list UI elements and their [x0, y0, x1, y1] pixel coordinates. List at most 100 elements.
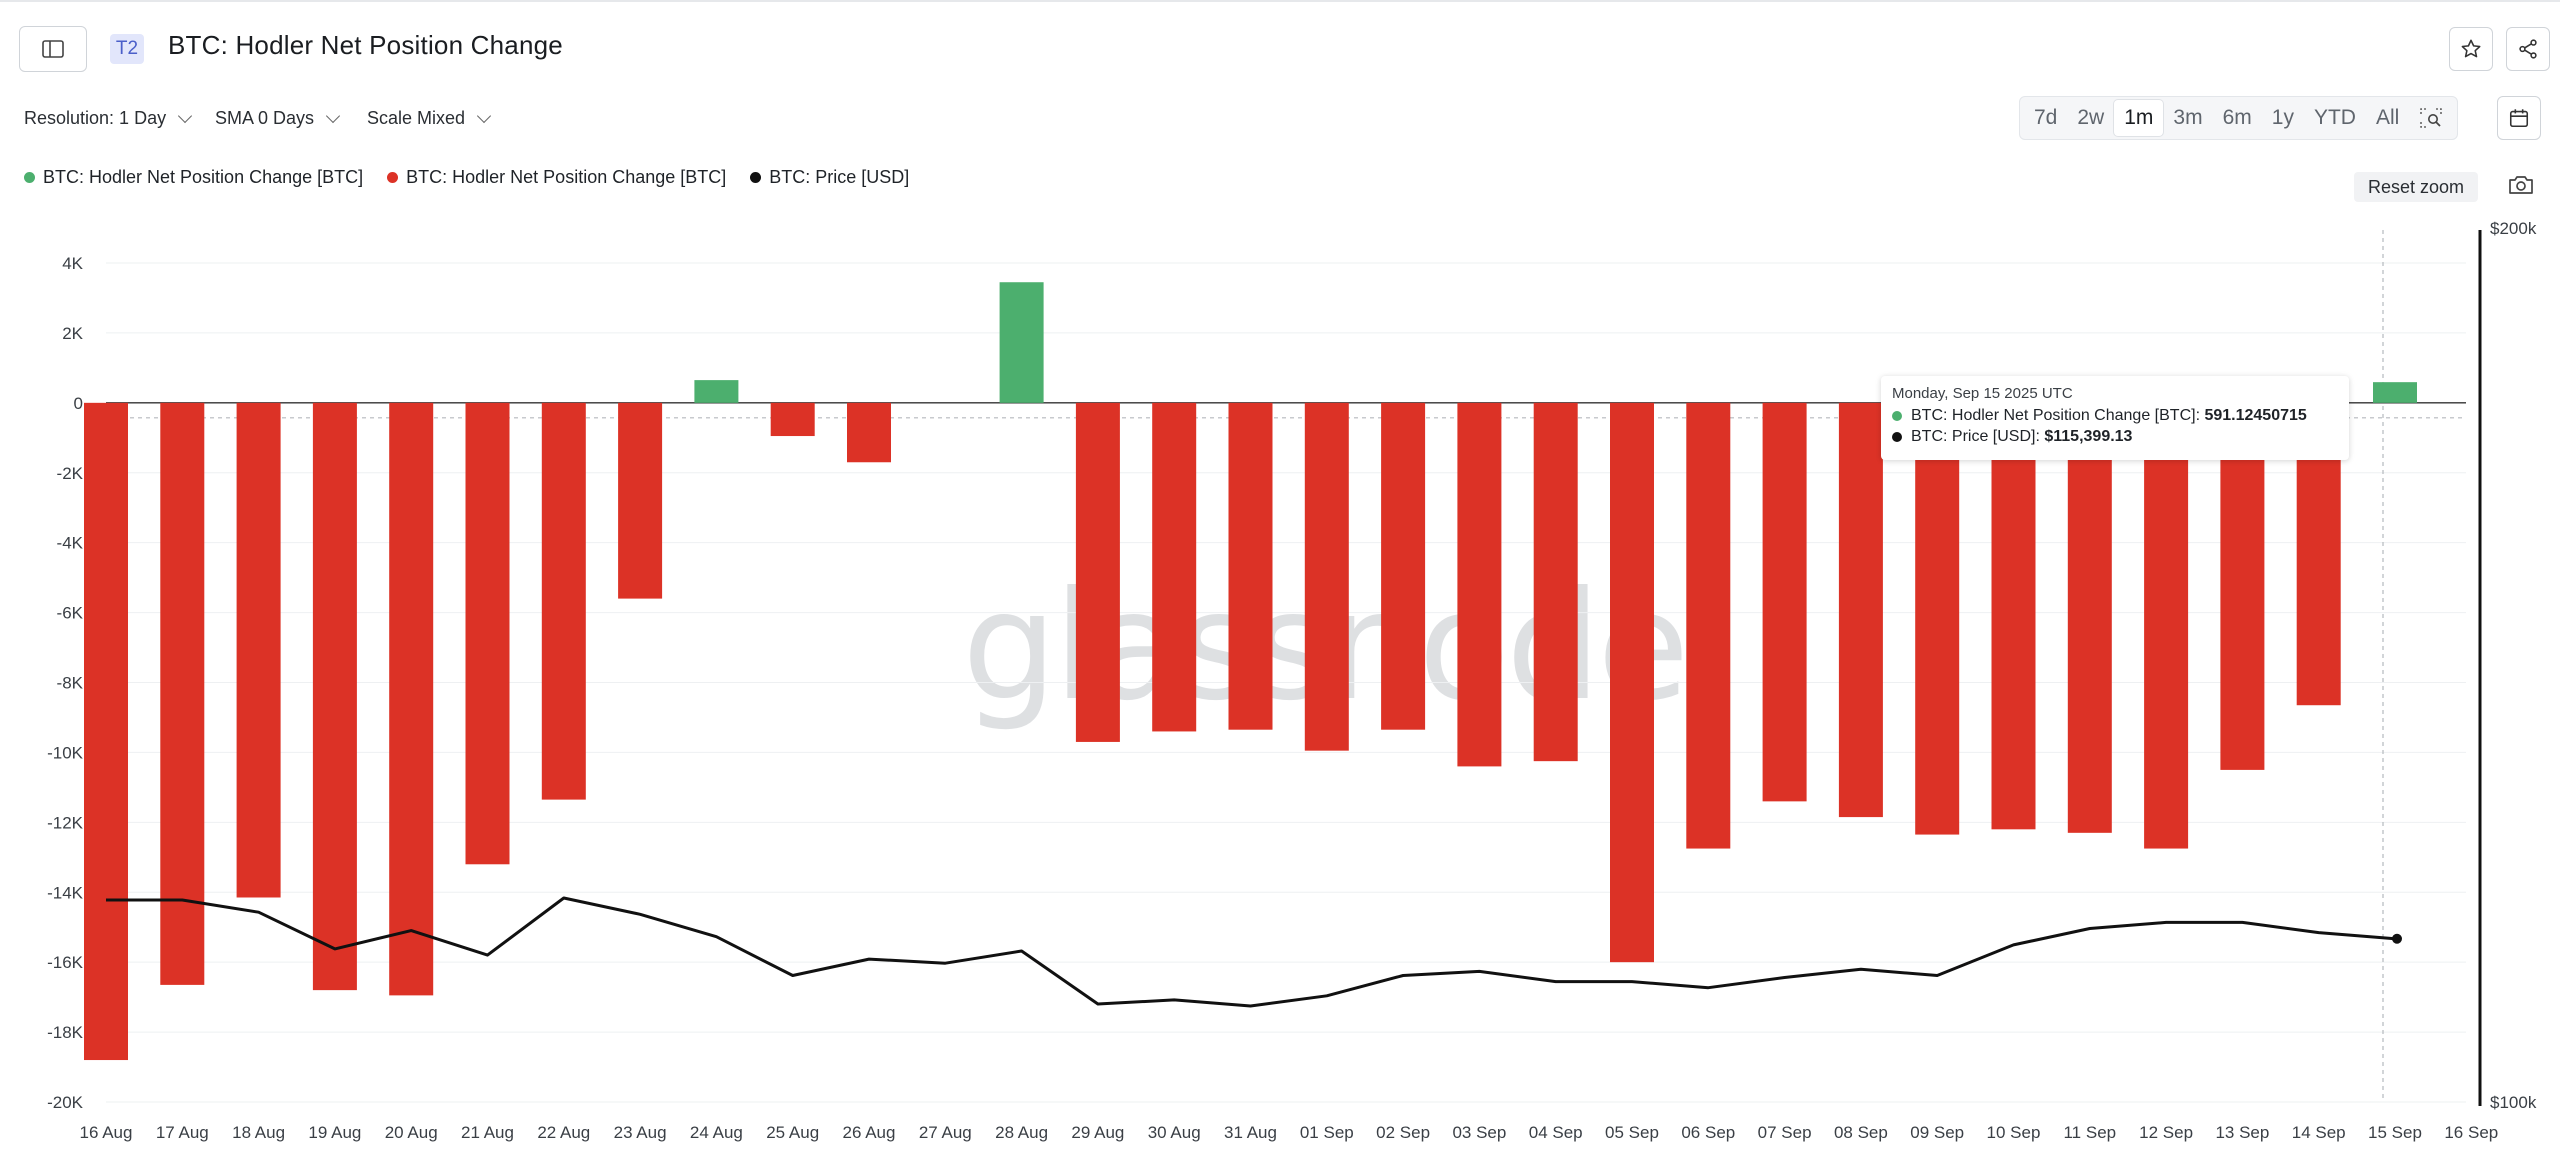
bar: [2067, 402, 2112, 833]
y-tick-label: -18K: [47, 1023, 84, 1042]
share-button[interactable]: [2506, 27, 2550, 71]
tooltip-value: $115,399.13: [2044, 428, 2133, 445]
tooltip-date: Monday, Sep 15 2025 UTC: [1892, 385, 2073, 402]
y-tick-label: -4K: [57, 534, 84, 553]
x-tick-label: 18 Aug: [232, 1123, 285, 1142]
range-1m-button[interactable]: 1m: [2114, 100, 2164, 136]
time-range-selector: 7d 2w 1m 3m 6m 1y YTD All: [2019, 96, 2459, 140]
bar: [618, 402, 663, 599]
scale-dropdown[interactable]: Scale Mixed: [367, 108, 492, 129]
legend-dot-green: [24, 172, 35, 183]
x-tick-label: 30 Aug: [1148, 1123, 1201, 1142]
bar: [1686, 402, 1731, 849]
y-tick-label: -6K: [57, 604, 84, 623]
range-3m-button[interactable]: 3m: [2173, 106, 2203, 129]
x-tick-label: 24 Aug: [690, 1123, 743, 1142]
bar: [1457, 402, 1502, 767]
legend-item-negative[interactable]: BTC: Hodler Net Position Change [BTC]: [387, 167, 726, 188]
sidebar-icon: [42, 40, 64, 58]
bar: [847, 402, 891, 463]
x-tick-label: 10 Sep: [1987, 1123, 2041, 1142]
legend-dot-black: [750, 172, 762, 183]
bar: [465, 402, 510, 865]
resolution-dropdown[interactable]: Resolution: 1 Day: [24, 108, 193, 129]
page-title: BTC: Hodler Net Position Change: [168, 30, 563, 60]
x-tick-label: 26 Aug: [843, 1123, 896, 1142]
bar: [1915, 402, 1960, 835]
calendar-button[interactable]: [2497, 96, 2541, 140]
tooltip-value: 591.12450715: [2204, 407, 2307, 424]
bar: [2373, 382, 2417, 403]
x-tick-label: 16 Aug: [80, 1123, 133, 1142]
bar: [312, 402, 357, 991]
x-tick-label: 28 Aug: [995, 1123, 1048, 1142]
bar: [999, 282, 1044, 403]
bar: [1381, 402, 1426, 730]
tier-badge: T2: [110, 34, 144, 64]
bar: [1075, 402, 1120, 742]
legend-dot-red: [387, 172, 399, 183]
x-tick-label: 12 Sep: [2139, 1123, 2193, 1142]
sidebar-toggle-button[interactable]: [19, 26, 87, 72]
custom-range-button[interactable]: [2409, 100, 2453, 136]
bar: [1304, 402, 1349, 751]
y-tick-label: 4K: [62, 254, 83, 273]
range-ytd-button[interactable]: YTD: [2313, 106, 2356, 129]
price-point-marker: [2392, 933, 2402, 944]
tooltip-row-position: BTC: Hodler Net Position Change [BTC]: 5…: [1892, 407, 2338, 425]
bar: [1838, 402, 1883, 818]
bar: [2144, 402, 2189, 849]
range-1y-button[interactable]: 1y: [2271, 106, 2294, 129]
x-tick-label: 29 Aug: [1071, 1123, 1124, 1142]
sma-dropdown[interactable]: SMA 0 Days: [215, 108, 341, 129]
x-tick-label: 14 Sep: [2292, 1123, 2346, 1142]
range-2w-button[interactable]: 2w: [2077, 106, 2105, 129]
favorite-button[interactable]: [2449, 27, 2493, 71]
x-tick-label: 25 Aug: [766, 1123, 819, 1142]
bar: [1991, 402, 2036, 830]
screenshot-button[interactable]: [2508, 174, 2534, 201]
range-7d-button[interactable]: 7d: [2034, 106, 2058, 129]
x-tick-label: 09 Sep: [1910, 1123, 1964, 1142]
x-tick-label: 02 Sep: [1376, 1123, 1430, 1142]
x-tick-label: 20 Aug: [385, 1123, 438, 1142]
chart-legend: BTC: Hodler Net Position Change [BTC] BT…: [24, 167, 909, 188]
calendar-icon: [2509, 109, 2529, 128]
y-tick-label: -10K: [47, 743, 84, 762]
bar: [1533, 402, 1578, 762]
x-tick-label: 17 Aug: [156, 1123, 209, 1142]
bar: [389, 402, 434, 996]
legend-item-positive[interactable]: BTC: Hodler Net Position Change [BTC]: [24, 167, 363, 188]
right-axis-label: $100k: [2490, 1093, 2537, 1112]
chart-tooltip: Monday, Sep 15 2025 UTC BTC: Hodler Net …: [1881, 376, 2349, 460]
x-tick-label: 21 Aug: [461, 1123, 514, 1142]
legend-item-price[interactable]: BTC: Price [USD]: [750, 167, 909, 188]
bar: [1762, 402, 1807, 802]
x-tick-label: 07 Sep: [1758, 1123, 1812, 1142]
reset-zoom-button[interactable]: Reset zoom: [2354, 172, 2478, 202]
x-tick-label: 04 Sep: [1529, 1123, 1583, 1142]
y-tick-label: -2K: [57, 464, 84, 483]
legend-label: BTC: Hodler Net Position Change [BTC]: [43, 167, 364, 187]
bar: [1610, 402, 1654, 963]
bar: [694, 380, 739, 403]
x-tick-label: 03 Sep: [1452, 1123, 1506, 1142]
tooltip-label: BTC: Hodler Net Position Change [BTC]:: [1911, 407, 2205, 424]
share-icon: [2519, 39, 2537, 59]
legend-label: BTC: Hodler Net Position Change [BTC]: [406, 167, 727, 187]
x-tick-label: 16 Sep: [2444, 1123, 2498, 1142]
bar: [1228, 402, 1273, 730]
tooltip-row-price: BTC: Price [USD]: $115,399.13: [1892, 428, 2338, 446]
scale-label: Scale Mixed: [367, 108, 466, 128]
x-tick-label: 11 Sep: [2063, 1123, 2116, 1142]
range-all-button[interactable]: All: [2375, 106, 2400, 129]
star-icon: [2461, 39, 2481, 58]
y-tick-label: -14K: [47, 883, 84, 902]
bar: [2220, 402, 2265, 770]
top-border: [0, 0, 2560, 2]
legend-label: BTC: Price [USD]: [769, 167, 910, 187]
sma-label: SMA 0 Days: [215, 108, 315, 128]
x-tick-label: 23 Aug: [614, 1123, 667, 1142]
range-6m-button[interactable]: 6m: [2222, 106, 2252, 129]
